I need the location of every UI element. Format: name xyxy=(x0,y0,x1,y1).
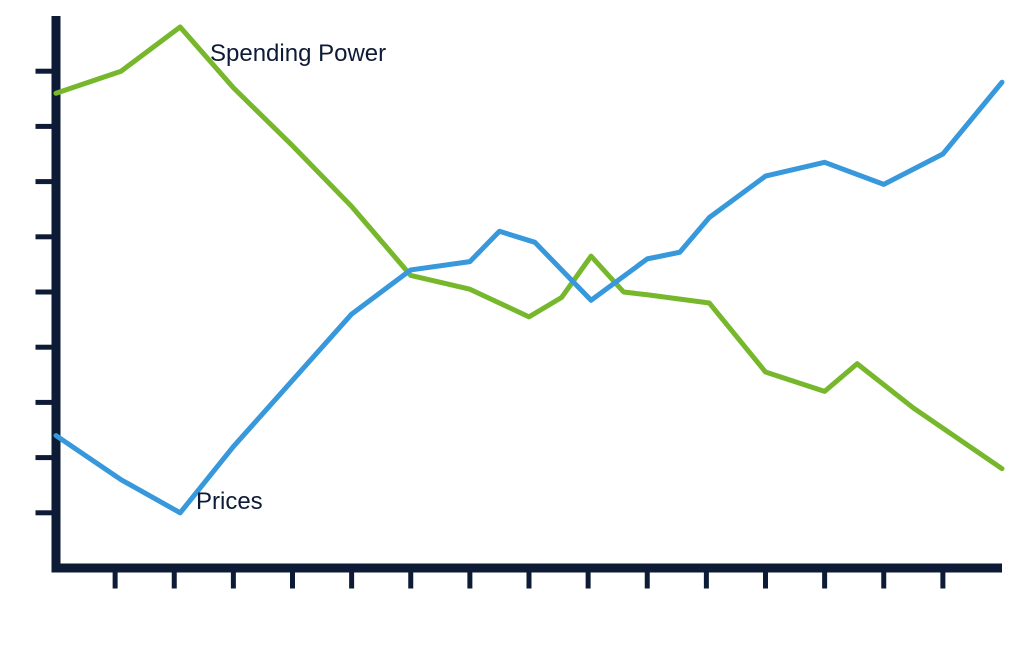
series-label-spending_power: Spending Power xyxy=(210,40,386,68)
chart-svg xyxy=(0,0,1024,646)
line-chart: Spending Power Prices xyxy=(0,0,1024,646)
series-label-prices: Prices xyxy=(196,488,263,516)
